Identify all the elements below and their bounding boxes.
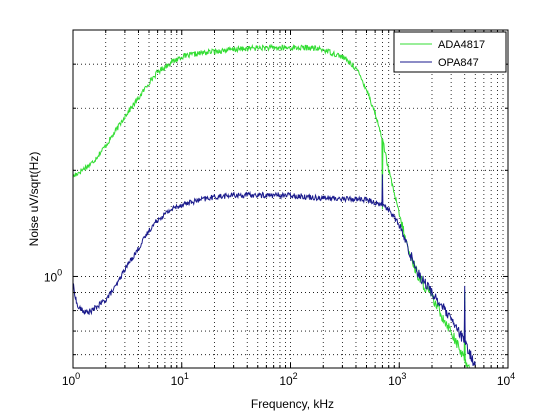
y-axis-label: Noise uV/sqrt(Hz) xyxy=(27,152,41,247)
x-tick-label: 102 xyxy=(279,371,297,388)
tick-labels: 100 101 102 103 104 100 xyxy=(44,267,515,388)
legend-box xyxy=(393,31,507,73)
x-tick-label: 103 xyxy=(388,371,406,388)
grid xyxy=(73,30,508,368)
y-tick-label: 100 xyxy=(44,267,62,284)
x-tick-label: 101 xyxy=(171,371,189,388)
x-tick-label: 104 xyxy=(497,371,515,388)
x-axis-label: Frequency, kHz xyxy=(251,397,334,411)
series-layer xyxy=(73,43,476,368)
legend-label-ada4817: ADA4817 xyxy=(438,39,485,51)
legend: ADA4817 OPA847 xyxy=(393,31,507,73)
series-line-opa847 xyxy=(73,174,476,366)
legend-label-opa847: OPA847 xyxy=(438,57,479,69)
x-tick-label: 100 xyxy=(62,371,80,388)
series-line-ada4817 xyxy=(73,43,470,368)
